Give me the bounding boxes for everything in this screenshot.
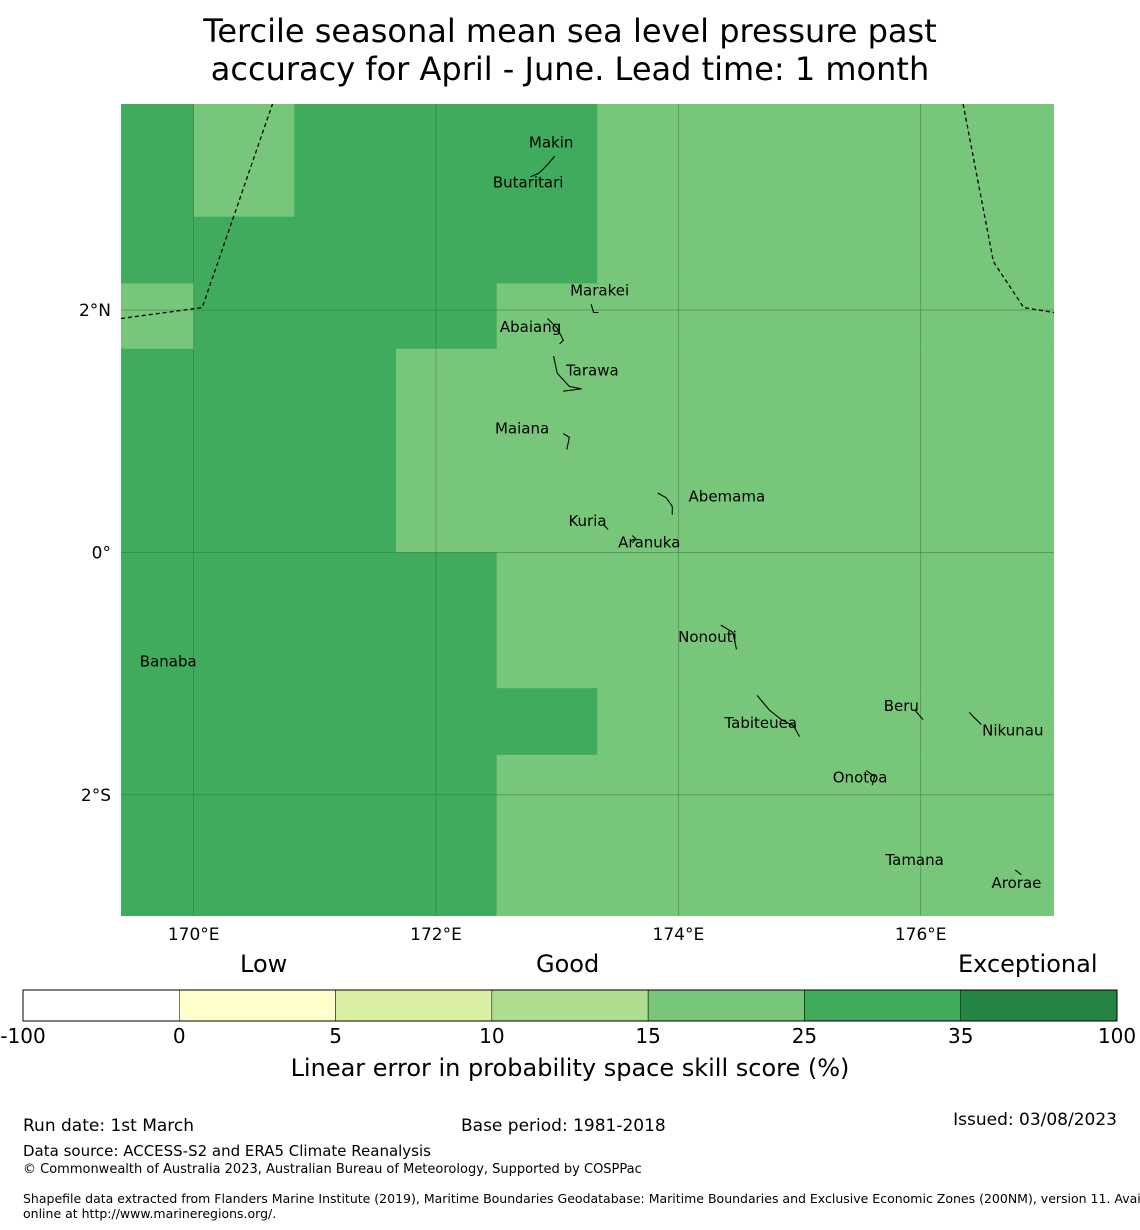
island-label: Nonouti [678, 628, 737, 646]
lon-tick-label: 174°E [653, 925, 705, 945]
colorbar-tick-label: 5 [329, 1024, 342, 1048]
colorbar-title: Linear error in probability space skill … [290, 1054, 850, 1082]
shapefile-credit-line-1: Shapefile data extracted from Flanders M… [23, 1191, 1140, 1206]
island-label: Marakei [570, 281, 629, 299]
colorbar-bin [804, 989, 961, 1022]
skill-cell [193, 104, 295, 217]
coastline [720, 624, 738, 650]
lat-tick-label: 2°S [81, 786, 111, 806]
skill-map: 170°E 172°E 174°E 176°E 2°N 0° 2°S Makin Butarit… [22, 103, 1118, 1022]
island-label: Nikunau [982, 721, 1043, 739]
coastline [631, 535, 637, 544]
colorbar-tick-label: 25 [791, 1024, 818, 1048]
colorbar-frame [22, 989, 1118, 1022]
colorbar-label-good: Good [536, 950, 600, 978]
island-label: Abemama [689, 488, 766, 506]
island-label: Beru [884, 697, 919, 715]
coastline [530, 155, 556, 178]
lon-tick-label: 170°E [168, 925, 220, 945]
island-label: Arorae [992, 874, 1042, 892]
coastline [968, 712, 982, 725]
colorbar-bin [179, 989, 336, 1022]
island-label: Butaritari [493, 174, 564, 192]
eez-boundary [962, 103, 1055, 314]
colorbar-bin [22, 989, 180, 1022]
colorbar-label-low: Low [240, 950, 288, 978]
run-date: Run date: 1st March [23, 1116, 195, 1136]
shapefile-credit-line-2: online at http://www.marineregions.org/. [23, 1206, 277, 1221]
data-source: Data source: ACCESS-S2 and ERA5 Climate … [23, 1142, 431, 1160]
island-label: Abaiang [500, 318, 561, 336]
issued-date: Issued: 03/08/2023 [953, 1110, 1117, 1130]
colorbar-tick-label: 35 [947, 1024, 974, 1048]
skill-cell [121, 283, 194, 349]
map-title: Tercile seasonal mean sea level pressure… [0, 12, 1140, 88]
lat-tick-label: 0° [92, 543, 111, 563]
island-label: Banaba [140, 652, 197, 670]
shapefile-credit: Shapefile data extracted from Flanders M… [23, 1191, 1140, 1221]
coastline [1014, 869, 1022, 876]
colorbar-bin [647, 989, 805, 1022]
colorbar-bin [491, 989, 649, 1022]
coastline [553, 355, 582, 392]
skill-cell [496, 283, 1054, 349]
title-line-2: accuracy for April - June. Lead time: 1 … [210, 50, 930, 88]
coastline [563, 433, 570, 450]
title-line-1: Tercile seasonal mean sea level pressure… [203, 12, 937, 50]
colorbar-bin [960, 989, 1118, 1022]
coastline [602, 524, 609, 530]
skill-cell [597, 104, 1054, 284]
skill-cell [396, 348, 1055, 553]
island-label: Kuria [568, 512, 606, 530]
island-label: Tarawa [565, 361, 619, 379]
colorbar-tick-label: 0 [172, 1024, 186, 1048]
coastline [547, 318, 564, 345]
island-label: Aranuka [618, 534, 680, 552]
island-label: Maiana [495, 420, 549, 438]
coastline [590, 303, 599, 314]
colorbar-bin [335, 989, 493, 1022]
colorbar-tick-label: 10 [479, 1024, 505, 1048]
island-label: Tamana [884, 851, 943, 869]
skill-cell [496, 754, 1054, 916]
copyright: © Commonwealth of Australia 2023, Austra… [23, 1162, 642, 1177]
coastline [914, 709, 924, 721]
colorbar-label-exceptional: Exceptional [958, 950, 1098, 978]
colorbar-tick-label: 15 [635, 1024, 661, 1048]
eez-boundary [120, 103, 274, 320]
coastline [657, 492, 673, 515]
island-label: Onotoa [833, 769, 888, 787]
coastline [865, 770, 876, 786]
coastline [756, 695, 800, 737]
lat-tick-label: 2°N [79, 301, 111, 321]
skill-cell [496, 552, 1054, 689]
island-label: Tabiteuea [723, 714, 797, 732]
lon-tick-label: 172°E [410, 925, 462, 945]
base-period: Base period: 1981-2018 [461, 1116, 666, 1136]
colorbar-tick-label: -100 [0, 1024, 46, 1048]
island-label: Makin [529, 134, 574, 152]
lon-tick-label: 176°E [895, 925, 947, 945]
colorbar-tick-label: 100 [1097, 1024, 1137, 1048]
